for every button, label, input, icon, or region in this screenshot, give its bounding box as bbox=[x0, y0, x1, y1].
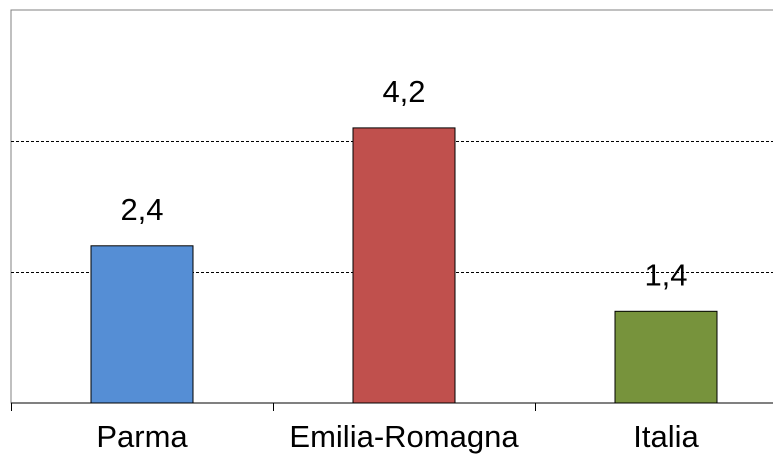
data-label-parma: 2,4 bbox=[120, 192, 163, 227]
bar-parma bbox=[91, 246, 193, 403]
x-axis-ticks bbox=[12, 403, 773, 411]
category-label-emilia-romagna: Emilia-Romagna bbox=[289, 419, 519, 454]
category-label-parma: Parma bbox=[96, 419, 188, 454]
data-label-emilia-romagna: 4,2 bbox=[382, 74, 425, 109]
category-label-italia: Italia bbox=[633, 419, 699, 454]
x-axis-labels: Parma Emilia-Romagna Italia bbox=[96, 419, 699, 454]
bar-italia bbox=[615, 311, 717, 403]
data-label-italia: 1,4 bbox=[644, 257, 687, 292]
bars bbox=[91, 128, 717, 403]
bar-emilia-romagna bbox=[353, 128, 455, 403]
